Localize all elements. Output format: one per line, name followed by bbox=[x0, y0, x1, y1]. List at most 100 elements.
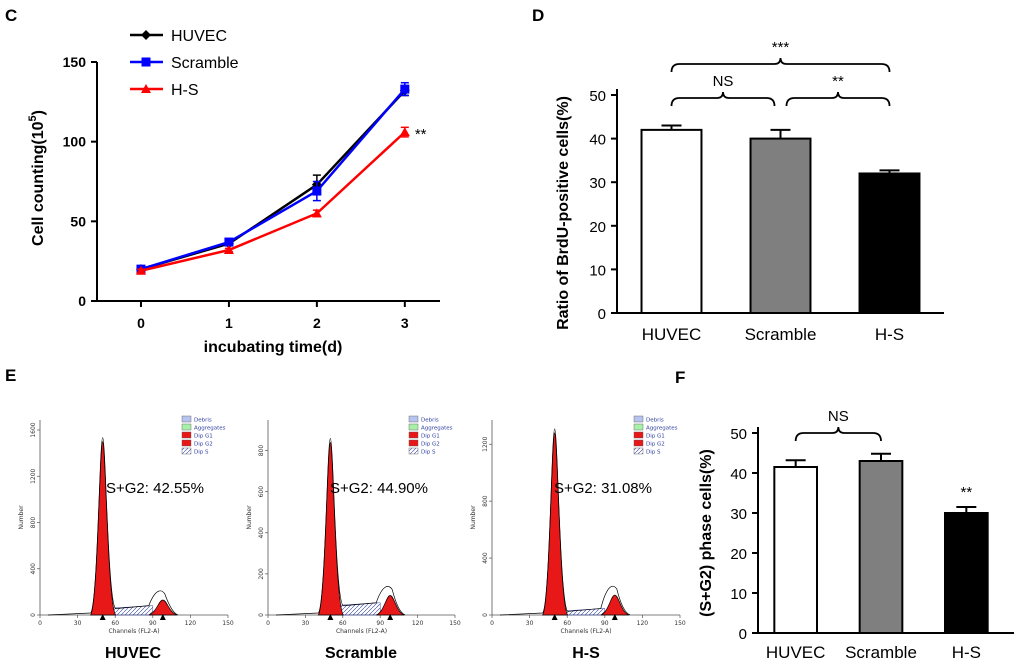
panel-d-significance-bracket bbox=[670, 57, 891, 73]
flow-legend-swatch bbox=[408, 447, 419, 455]
panel-c-xtick-label: 2 bbox=[313, 315, 321, 331]
panel-f-significance-label: ** bbox=[960, 484, 972, 501]
flow-g2-peak bbox=[148, 599, 177, 616]
panel-c-series-line bbox=[140, 89, 406, 271]
flow-legend-swatch bbox=[408, 439, 419, 447]
panel-letter-c: C bbox=[5, 6, 17, 25]
flow-xtick-label: 30 bbox=[302, 620, 310, 627]
panel-f-ytick-label: 20 bbox=[730, 546, 747, 563]
panel-c-ytick-label: 0 bbox=[78, 293, 86, 309]
flow-legend-label: Dip S bbox=[194, 450, 209, 456]
panel-f-ytick-label: 30 bbox=[730, 506, 747, 523]
flow-ylabel: Number bbox=[246, 505, 253, 530]
flow-legend-swatch bbox=[181, 415, 192, 423]
panel-f-ytick-label: 50 bbox=[730, 426, 747, 443]
panel-c-xlabel: incubating time(d) bbox=[204, 339, 343, 356]
panel-d-ytick-label: 30 bbox=[589, 175, 606, 192]
flow-xlabel: Channels (FL2-A) bbox=[108, 628, 159, 635]
panel-f-bar-h-s bbox=[944, 512, 989, 634]
flow-xtick-label: 150 bbox=[449, 620, 461, 627]
flow-xtick-label: 60 bbox=[339, 620, 347, 627]
panel-d-bar-scramble bbox=[749, 137, 812, 314]
panel-d-ytick-label: 20 bbox=[589, 219, 606, 236]
panel-c-legend-marker bbox=[141, 84, 151, 93]
panel-f-ytick-label: 40 bbox=[730, 466, 747, 483]
flow-legend-label: Dip S bbox=[421, 450, 436, 456]
flow-legend-label: Dip G1 bbox=[194, 434, 213, 440]
flow-histogram-trace bbox=[47, 437, 179, 616]
flow-annotation: S+G2: 31.08% bbox=[554, 480, 652, 497]
flow-xtick-label: 150 bbox=[222, 620, 234, 627]
flow-legend-label: Aggregates bbox=[194, 426, 226, 432]
flow-ytick-label: 0 bbox=[482, 613, 489, 617]
flow-legend-label: Debris bbox=[646, 418, 664, 424]
panel-c-significance: ** bbox=[415, 126, 427, 143]
panel-c-data-point bbox=[223, 245, 234, 255]
panel-f-category-label: H-S bbox=[952, 643, 981, 662]
flow-ytick-label: 400 bbox=[30, 563, 37, 575]
flow-legend-swatch bbox=[408, 431, 419, 439]
flow-legend-label: Debris bbox=[421, 418, 439, 424]
panel-c-data-point bbox=[312, 186, 322, 196]
flow-legend-swatch bbox=[181, 439, 192, 447]
panel-c-data-point bbox=[135, 265, 146, 275]
flow-xtick-label: 0 bbox=[266, 620, 270, 627]
panel-d-ytick-label: 40 bbox=[589, 132, 606, 149]
panel-d-significance-bracket bbox=[785, 91, 891, 107]
flow-xtick-label: 0 bbox=[38, 620, 42, 627]
flow-legend-label: Debris bbox=[194, 418, 212, 424]
flow-ytick-label: 200 bbox=[258, 568, 265, 580]
flow-ytick-label: 800 bbox=[30, 517, 37, 529]
panel-c-ytick-label: 150 bbox=[63, 54, 87, 70]
panel-c-series-line bbox=[140, 131, 406, 272]
panel-c-data-point bbox=[311, 208, 322, 218]
flow-legend-label: Dip G1 bbox=[646, 434, 665, 440]
flow-legend-label: Dip G2 bbox=[421, 442, 440, 448]
panel-letter-d: D bbox=[532, 6, 544, 25]
panel-f-category-label: HUVEC bbox=[766, 643, 826, 662]
panel-c-line-chart: Cell counting(105) incubating time(d) 0 5… bbox=[27, 28, 440, 356]
flow-legend-swatch bbox=[633, 423, 644, 431]
panel-d-significance-label: *** bbox=[772, 39, 790, 56]
flow-ylabel: Number bbox=[470, 505, 477, 530]
flow-xtick-label: 60 bbox=[563, 620, 571, 627]
flow-ytick-label: 0 bbox=[258, 613, 265, 617]
flow-ytick-label: 400 bbox=[258, 527, 265, 539]
flow-peak-marker bbox=[387, 614, 394, 620]
panel-c-data-point bbox=[399, 127, 410, 137]
panel-c-legend-marker bbox=[141, 57, 151, 67]
panel-d-significance-label: NS bbox=[713, 73, 734, 90]
flow-histogram-huvec: 0 400 800 1200 1600 Number 0 30 60 90 120 150 Channe… bbox=[18, 415, 234, 662]
flow-histogram-trace bbox=[499, 428, 631, 616]
panel-c-series-line bbox=[140, 88, 406, 271]
panel-c-data-point bbox=[400, 84, 410, 94]
flow-g2-peak bbox=[600, 594, 629, 616]
flow-peak-marker bbox=[551, 614, 558, 620]
panel-d-category-label: H-S bbox=[875, 325, 904, 344]
flow-xtick-label: 90 bbox=[149, 620, 157, 627]
flow-sample-name: Scramble bbox=[325, 645, 397, 662]
flow-legend-swatch bbox=[633, 431, 644, 439]
panel-c-ytick-label: 100 bbox=[63, 134, 87, 150]
panel-d-ytick-label: 10 bbox=[589, 262, 606, 279]
panel-d-bar-huvec bbox=[640, 128, 703, 314]
flow-legend-label: Dip G2 bbox=[646, 442, 665, 448]
panel-c-legend-marker bbox=[141, 30, 151, 40]
flow-xtick-label: 150 bbox=[674, 620, 686, 627]
flow-g2-peak bbox=[376, 595, 405, 616]
panel-c-data-point bbox=[224, 237, 234, 247]
flow-ytick-label: 800 bbox=[258, 445, 265, 457]
panel-c-ylabel: Cell counting(105) bbox=[27, 110, 47, 246]
flow-sample-name: HUVEC bbox=[105, 645, 161, 662]
flow-legend-label: Dip G2 bbox=[194, 442, 213, 448]
panel-d-significance-bracket bbox=[670, 91, 776, 107]
flow-xtick-label: 30 bbox=[74, 620, 82, 627]
flow-legend-label: Dip S bbox=[646, 450, 661, 456]
flow-legend-swatch bbox=[408, 423, 419, 431]
flow-legend-swatch bbox=[181, 447, 192, 455]
panel-f-bar-huvec bbox=[773, 466, 818, 634]
flow-xtick-label: 90 bbox=[601, 620, 609, 627]
flow-peak-marker bbox=[159, 614, 166, 620]
